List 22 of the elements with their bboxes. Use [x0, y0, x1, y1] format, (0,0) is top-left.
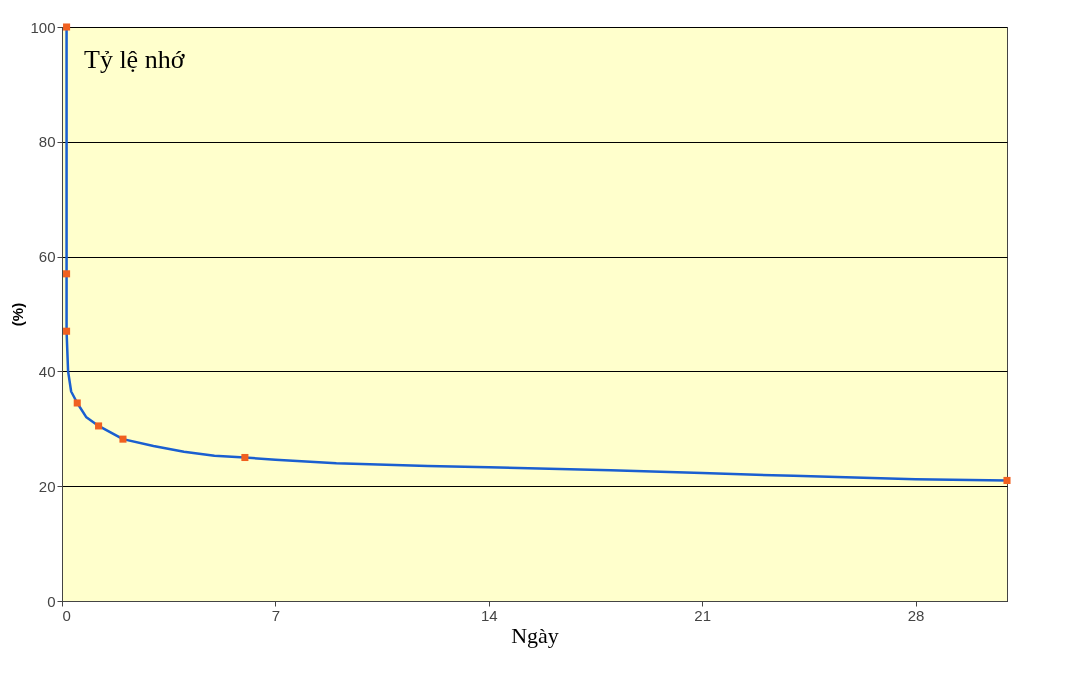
point: [119, 435, 127, 443]
point: [241, 453, 249, 462]
point: [63, 23, 71, 31]
x-axis-title: Ngày: [511, 622, 559, 648]
y-tick-label: 0: [47, 592, 56, 610]
point: [63, 327, 71, 335]
point: [95, 422, 103, 430]
y-tick-label: 100: [30, 18, 56, 36]
x-tick-label: 28: [907, 606, 925, 624]
point: [73, 399, 81, 407]
x-tick-label: 21: [694, 606, 712, 624]
x-tick-label: 14: [480, 606, 498, 624]
y-axis-title: (%): [9, 302, 27, 327]
point: [1003, 476, 1011, 484]
y-tick-label: 80: [38, 133, 56, 151]
x-tick-label: 7: [271, 606, 281, 624]
y-tick-label: 40: [38, 362, 56, 380]
x-tick-label: 0: [62, 606, 71, 624]
y-tick-label: 20: [38, 477, 56, 495]
point: [63, 270, 71, 278]
annotation: Tỷ lệ nhớ: [84, 45, 186, 74]
y-tick-label: 60: [38, 248, 56, 266]
